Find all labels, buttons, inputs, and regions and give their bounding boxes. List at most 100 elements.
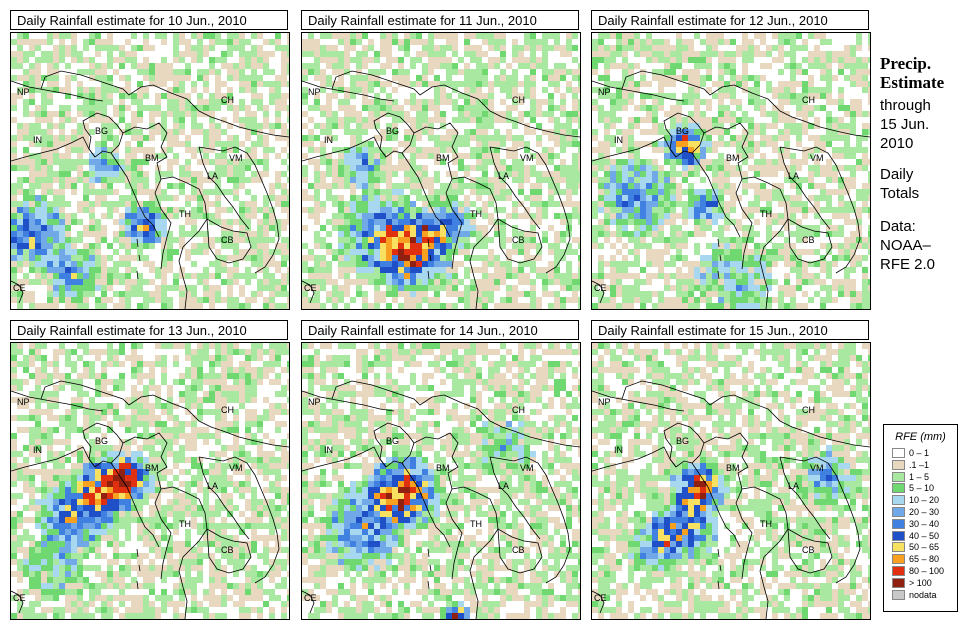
country-label-bm: BM [726,463,740,473]
map-panel-jun11: Daily Rainfall estimate for 11 Jun., 201… [301,10,581,310]
legend-item: > 100 [892,577,957,589]
panel-title: Daily Rainfall estimate for 10 Jun., 201… [10,10,288,30]
country-label-cb: CB [512,545,525,555]
country-label-np: NP [17,397,30,407]
country-label-vm: VM [520,153,534,163]
legend-swatch [892,495,905,506]
country-label-bg: BG [386,436,399,446]
country-label-cb: CB [802,235,815,245]
country-label-cb: CB [221,545,234,555]
country-label-vm: VM [810,463,824,473]
legend-label: 65 – 80 [909,554,940,565]
country-label-cb: CB [802,545,815,555]
legend-label: > 100 [909,577,932,588]
country-label-ce: CE [304,283,317,293]
legend-label: 0 – 1 [909,448,930,458]
map-svg: NP CH IN BG BM VM LA TH CB CE [11,33,289,309]
country-label-np: NP [17,87,30,97]
rainfall-map: NP CH IN BG BM VM LA TH CB CE [591,342,871,620]
legend-label: 30 – 40 [909,518,940,529]
country-label-bg: BG [95,126,108,136]
legend-item: 0 – 1 [892,447,957,459]
legend-item: 20 – 30 [892,506,957,518]
map-svg: NP CH IN BG BM VM LA TH CB CE [302,343,580,619]
rainfall-map: NP CH IN BG BM VM LA TH CB CE [10,342,290,620]
country-label-bm: BM [145,463,159,473]
side-title-line2: Estimate [880,73,945,92]
panel-title: Daily Rainfall estimate for 12 Jun., 201… [591,10,869,30]
map-svg: NP CH IN BG BM VM LA TH CB CE [11,343,289,619]
country-label-np: NP [308,87,321,97]
country-label-ce: CE [594,593,607,603]
map-panel-jun14: Daily Rainfall estimate for 14 Jun., 201… [301,320,581,620]
legend-item: .1 –1 [892,459,957,471]
country-label-la: LA [498,481,509,491]
legend-swatch [892,554,905,565]
legend-swatch [892,589,905,600]
country-label-bm: BM [145,153,159,163]
map-panel-jun12: Daily Rainfall estimate for 12 Jun., 201… [591,10,871,310]
legend-item: 1 – 5 [892,471,957,483]
legend-title: RFE (mm) [895,431,946,443]
map-svg: NP CH IN BG BM VM LA TH CB CE [592,343,870,619]
side-date-line2: 2010 [880,135,914,152]
country-label-cb: CB [221,235,234,245]
country-label-bm: BM [726,153,740,163]
country-label-bm: BM [436,153,450,163]
country-label-bg: BG [386,126,399,136]
country-label-th: TH [760,519,772,529]
country-label-th: TH [470,519,482,529]
side-title-line1: Precip. [880,54,932,73]
legend-label: 40 – 50 [909,530,940,541]
legend-label: nodata [909,589,937,600]
country-label-la: LA [207,481,218,491]
legend-swatch [892,565,905,576]
country-label-in: IN [324,135,333,145]
side-daily-line2: Totals [880,185,920,202]
country-label-ce: CE [304,593,317,603]
country-label-vm: VM [229,153,243,163]
country-label-np: NP [598,397,611,407]
legend-item: 10 – 20 [892,494,957,506]
legend-swatch [892,483,905,494]
legend-label: .1 –1 [909,459,930,470]
country-label-th: TH [760,209,772,219]
side-through: through [880,97,931,114]
country-label-ch: CH [802,405,815,415]
side-daily-line1: Daily [880,166,914,183]
legend-label: 50 – 65 [909,542,940,553]
rainfall-map: NP CH IN BG BM VM LA TH CB CE [10,32,290,310]
country-label-th: TH [470,209,482,219]
legend-label: 20 – 30 [909,506,940,517]
legend-label: 5 – 10 [909,483,935,494]
legend-label: 10 – 20 [909,495,940,506]
side-data-line3: RFE 2.0 [880,256,936,273]
country-label-vm: VM [520,463,534,473]
panel-title: Daily Rainfall estimate for 13 Jun., 201… [10,320,288,340]
country-label-ce: CE [13,593,26,603]
panel-title: Daily Rainfall estimate for 14 Jun., 201… [301,320,579,340]
country-label-bg: BG [676,126,689,136]
country-label-la: LA [788,171,799,181]
legend-label: 1 – 5 [909,471,930,482]
panel-title: Daily Rainfall estimate for 11 Jun., 201… [301,10,579,30]
country-label-bg: BG [676,436,689,446]
country-label-ch: CH [512,405,525,415]
country-label-ch: CH [512,95,525,105]
rainfall-map: NP CH IN BG BM VM LA TH CB CE [301,32,581,310]
legend-swatch [892,459,905,470]
country-label-np: NP [308,397,321,407]
panel-title: Daily Rainfall estimate for 15 Jun., 201… [591,320,869,340]
country-label-ce: CE [594,283,607,293]
side-date-line1: 15 Jun. [880,116,930,133]
country-label-ce: CE [13,283,26,293]
country-label-th: TH [179,519,191,529]
legend-item: 65 – 80 [892,553,957,565]
side-data-line2: NOAA– [880,237,931,254]
legend-item: 30 – 40 [892,518,957,530]
legend-item: 80 – 100 [892,565,957,577]
country-label-vm: VM [810,153,824,163]
legend-swatch [892,448,905,458]
legend-item: 40 – 50 [892,530,957,542]
